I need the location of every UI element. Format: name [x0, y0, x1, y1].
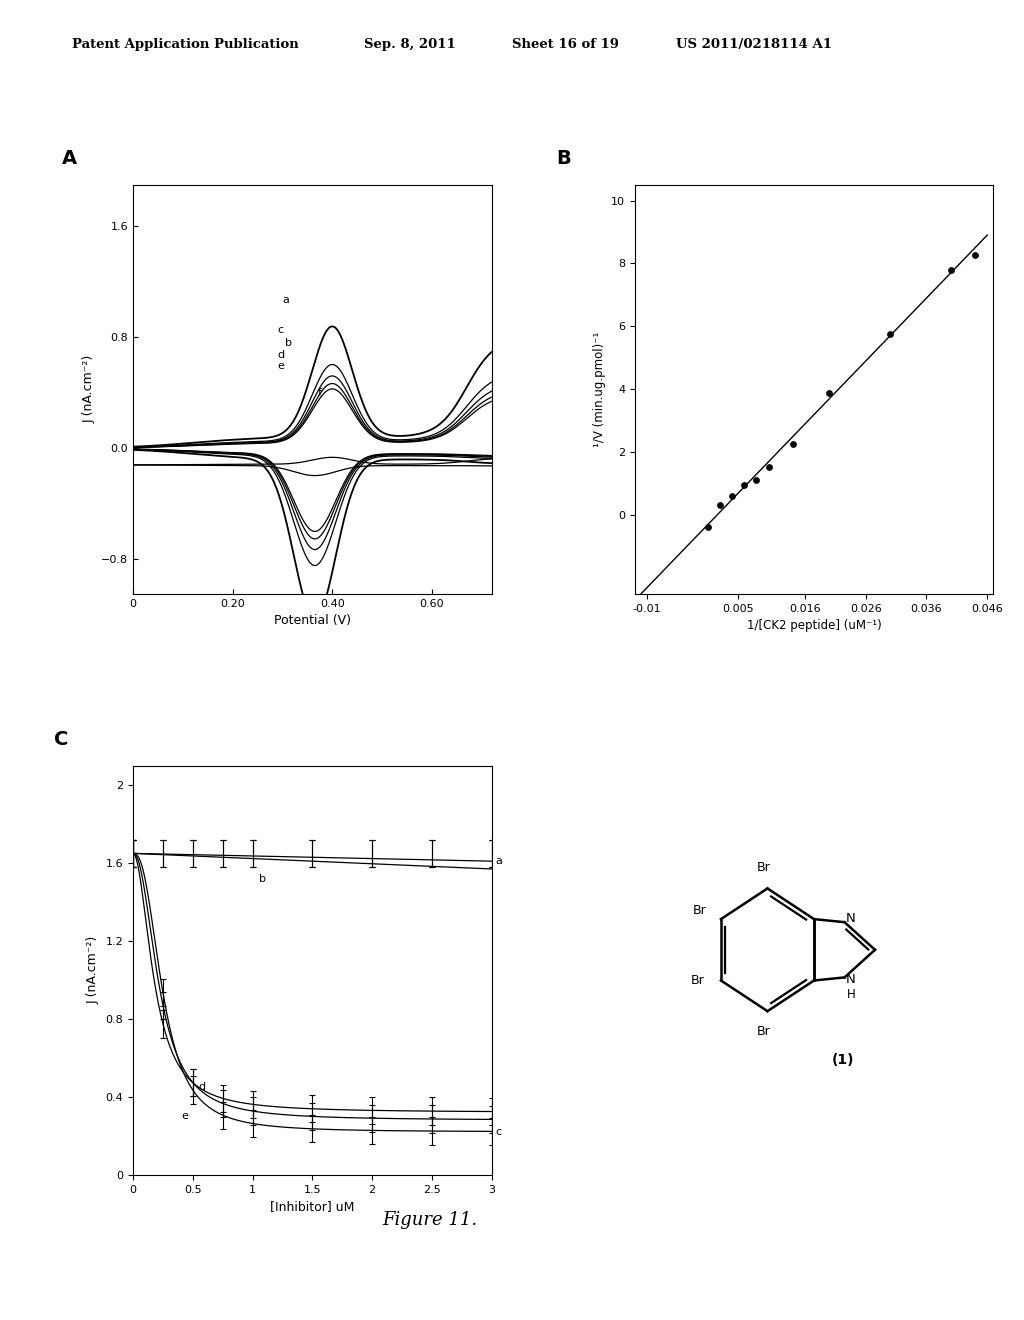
Point — [882, 323, 898, 345]
Text: e: e — [181, 1111, 187, 1122]
Text: Patent Application Publication: Patent Application Publication — [72, 37, 298, 50]
Y-axis label: J (nA.cm⁻²): J (nA.cm⁻²) — [87, 936, 100, 1005]
X-axis label: Potential (V): Potential (V) — [273, 614, 351, 627]
Point — [699, 516, 716, 537]
Point — [821, 383, 838, 404]
Point — [724, 486, 740, 507]
Text: Br: Br — [691, 974, 705, 987]
Y-axis label: ¹/V (min.ug.pmol)⁻¹: ¹/V (min.ug.pmol)⁻¹ — [593, 331, 605, 447]
Point — [942, 259, 958, 280]
Point — [967, 244, 983, 265]
Text: Br: Br — [757, 862, 771, 874]
Text: b: b — [258, 874, 265, 883]
Text: c: c — [495, 1127, 501, 1137]
Text: f: f — [317, 388, 322, 397]
Point — [761, 457, 777, 478]
Text: c: c — [278, 325, 284, 335]
Text: a: a — [283, 294, 290, 305]
Text: H: H — [847, 989, 855, 1001]
X-axis label: 1/[CK2 peptide] (uM⁻¹): 1/[CK2 peptide] (uM⁻¹) — [746, 619, 882, 632]
Text: N: N — [846, 912, 856, 924]
X-axis label: [Inhibitor] uM: [Inhibitor] uM — [270, 1200, 354, 1213]
Text: Sep. 8, 2011: Sep. 8, 2011 — [364, 37, 456, 50]
Text: US 2011/0218114 A1: US 2011/0218114 A1 — [676, 37, 831, 50]
Point — [749, 469, 765, 490]
Text: Figure 11.: Figure 11. — [383, 1210, 477, 1229]
Text: b: b — [285, 338, 292, 347]
Text: A: A — [61, 149, 77, 169]
Text: Sheet 16 of 19: Sheet 16 of 19 — [512, 37, 618, 50]
Text: Br: Br — [757, 1026, 771, 1038]
Point — [736, 475, 753, 496]
Point — [784, 433, 801, 454]
Y-axis label: J (nA.cm⁻²): J (nA.cm⁻²) — [83, 355, 95, 424]
Text: d: d — [278, 350, 285, 360]
Text: d: d — [199, 1082, 206, 1092]
Text: N: N — [846, 973, 856, 986]
Text: B: B — [556, 149, 570, 169]
Text: (1): (1) — [831, 1053, 854, 1068]
Text: e: e — [278, 362, 285, 371]
Text: Br: Br — [692, 904, 707, 917]
Text: a: a — [495, 857, 502, 866]
Point — [712, 495, 728, 516]
Text: C: C — [54, 730, 69, 750]
